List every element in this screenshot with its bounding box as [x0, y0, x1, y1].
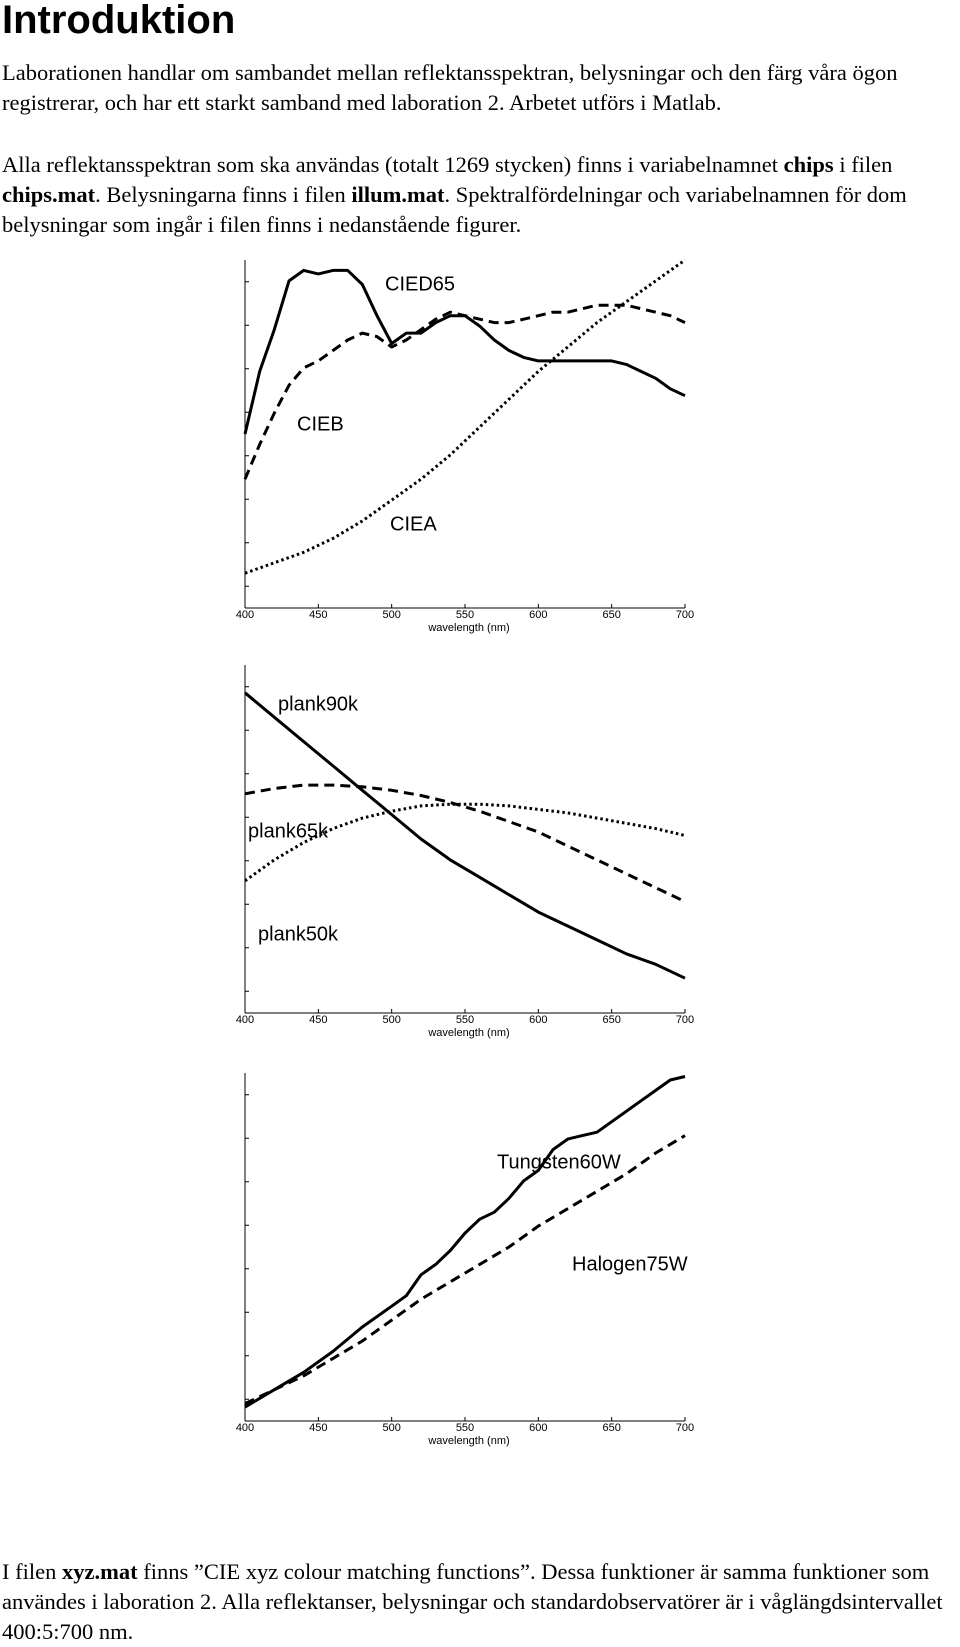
variable-chips: chips [783, 152, 834, 177]
chart-planck-illuminants: 400 450 500 550 600 650 700 wavelength (nm) plan… [236, 665, 694, 1039]
x-tick-label: 550 [456, 1422, 474, 1434]
series-line-plank65k [244, 783, 686, 903]
series-label-cied65: CIED65 [385, 273, 455, 295]
series-label-plank50k: plank50k [258, 923, 339, 945]
x-tick-label: 500 [382, 1014, 400, 1026]
x-tick-label: 400 [236, 1014, 254, 1026]
x-tick-label: 650 [602, 609, 620, 621]
chart-lamp-illuminants: 400 450 500 550 600 650 700 wavelength (nm) Tung… [236, 1073, 694, 1447]
x-tick-label: 550 [456, 609, 474, 621]
series-label-plank65k: plank65k [248, 820, 329, 842]
series-line-cieb [243, 303, 686, 480]
chart-cie-illuminants: 400 450 500 550 600 650 700 wavelength (nm) CIED… [236, 258, 694, 634]
x-tick-label: 700 [676, 609, 694, 621]
x-tick-label: 450 [309, 609, 327, 621]
series-line-plank90k [244, 691, 686, 980]
x-axis-title: wavelength (nm) [427, 1435, 509, 1447]
intro-paragraph-1: Laborationen handlar om sambandet mellan… [2, 60, 898, 115]
x-tick-label: 700 [676, 1014, 694, 1026]
outro-text-2: finns ”CIE xyz colour matching functions… [2, 1559, 943, 1644]
file-illum-mat: illum.mat [351, 182, 445, 207]
outro-text-1: I filen [2, 1559, 62, 1584]
x-tick-label: 450 [309, 1014, 327, 1026]
x-tick-label: 550 [456, 1014, 474, 1026]
series-label-tungsten60w: Tungsten60W [497, 1151, 621, 1173]
series-label-cieb: CIEB [297, 413, 344, 435]
series-label-ciea: CIEA [390, 513, 437, 535]
series-label-halogen75w: Halogen75W [572, 1253, 688, 1275]
series-line-ciea [244, 258, 686, 575]
series-label-plank90k: plank90k [278, 693, 359, 715]
x-tick-label: 400 [236, 1422, 254, 1434]
x-tick-label: 700 [676, 1422, 694, 1434]
x-axis-title: wavelength (nm) [427, 622, 509, 634]
x-tick-label: 600 [529, 1014, 547, 1026]
file-chips-mat: chips.mat [2, 182, 96, 207]
series-line-cied65 [243, 268, 686, 435]
x-tick-label: 500 [382, 1422, 400, 1434]
outro-paragraph: I filen xyz.mat finns ”CIE xyz colour ma… [2, 1557, 952, 1647]
intro-text-1: Alla reflektansspektran som ska användas… [2, 152, 784, 177]
x-tick-label: 500 [382, 609, 400, 621]
series-line-tungsten60w [244, 1075, 686, 1409]
x-tick-label: 650 [602, 1014, 620, 1026]
file-xyz-mat: xyz.mat [61, 1559, 138, 1584]
x-tick-label: 450 [309, 1422, 327, 1434]
page-title: Introduktion [2, 0, 236, 42]
intro-text-4: . Spektralfördelningar och variabelnamne… [2, 182, 907, 237]
x-tick-label: 600 [529, 1422, 547, 1434]
x-tick-label: 650 [602, 1422, 620, 1434]
intro-paragraph-2: Alla reflektansspektran som ska användas… [2, 150, 952, 240]
x-axis-title: wavelength (nm) [427, 1027, 509, 1039]
series-line-halogen75w [244, 1134, 686, 1405]
intro-text-3: . Belysningarna finns i filen [95, 182, 352, 207]
x-tick-label: 400 [236, 609, 254, 621]
intro-text-2: i filen [833, 152, 893, 177]
x-tick-label: 600 [529, 609, 547, 621]
series-line-plank50k [244, 802, 686, 883]
